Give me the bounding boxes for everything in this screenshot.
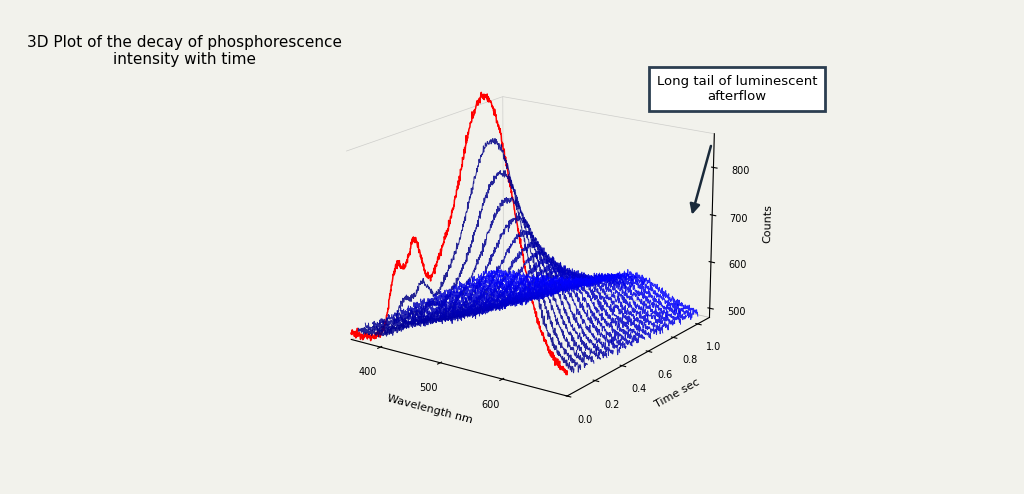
X-axis label: Wavelength nm: Wavelength nm — [386, 394, 474, 426]
Y-axis label: Time sec: Time sec — [652, 377, 701, 410]
Text: Long tail of luminescent
afterflow: Long tail of luminescent afterflow — [657, 75, 817, 103]
Text: 3D Plot of the decay of phosphorescence
intensity with time: 3D Plot of the decay of phosphorescence … — [27, 35, 342, 67]
